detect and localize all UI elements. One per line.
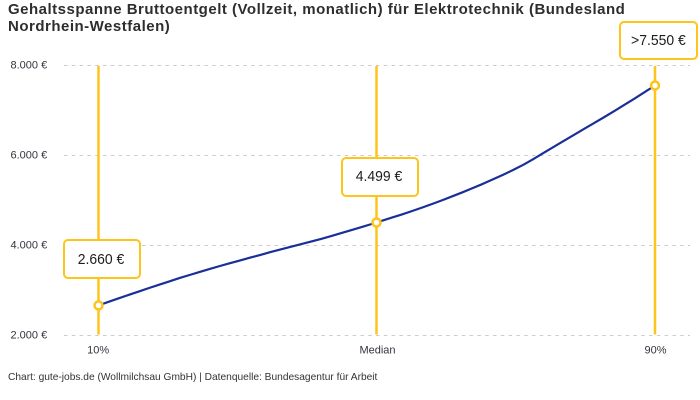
svg-text:6.000 €: 6.000 € <box>11 150 48 162</box>
svg-text:2.000 €: 2.000 € <box>11 330 48 342</box>
svg-text:8.000 €: 8.000 € <box>11 60 48 72</box>
svg-text:90%: 90% <box>644 345 666 357</box>
svg-text:10%: 10% <box>87 345 109 357</box>
svg-text:Median: Median <box>359 345 395 357</box>
svg-text:4.000 €: 4.000 € <box>11 240 48 252</box>
